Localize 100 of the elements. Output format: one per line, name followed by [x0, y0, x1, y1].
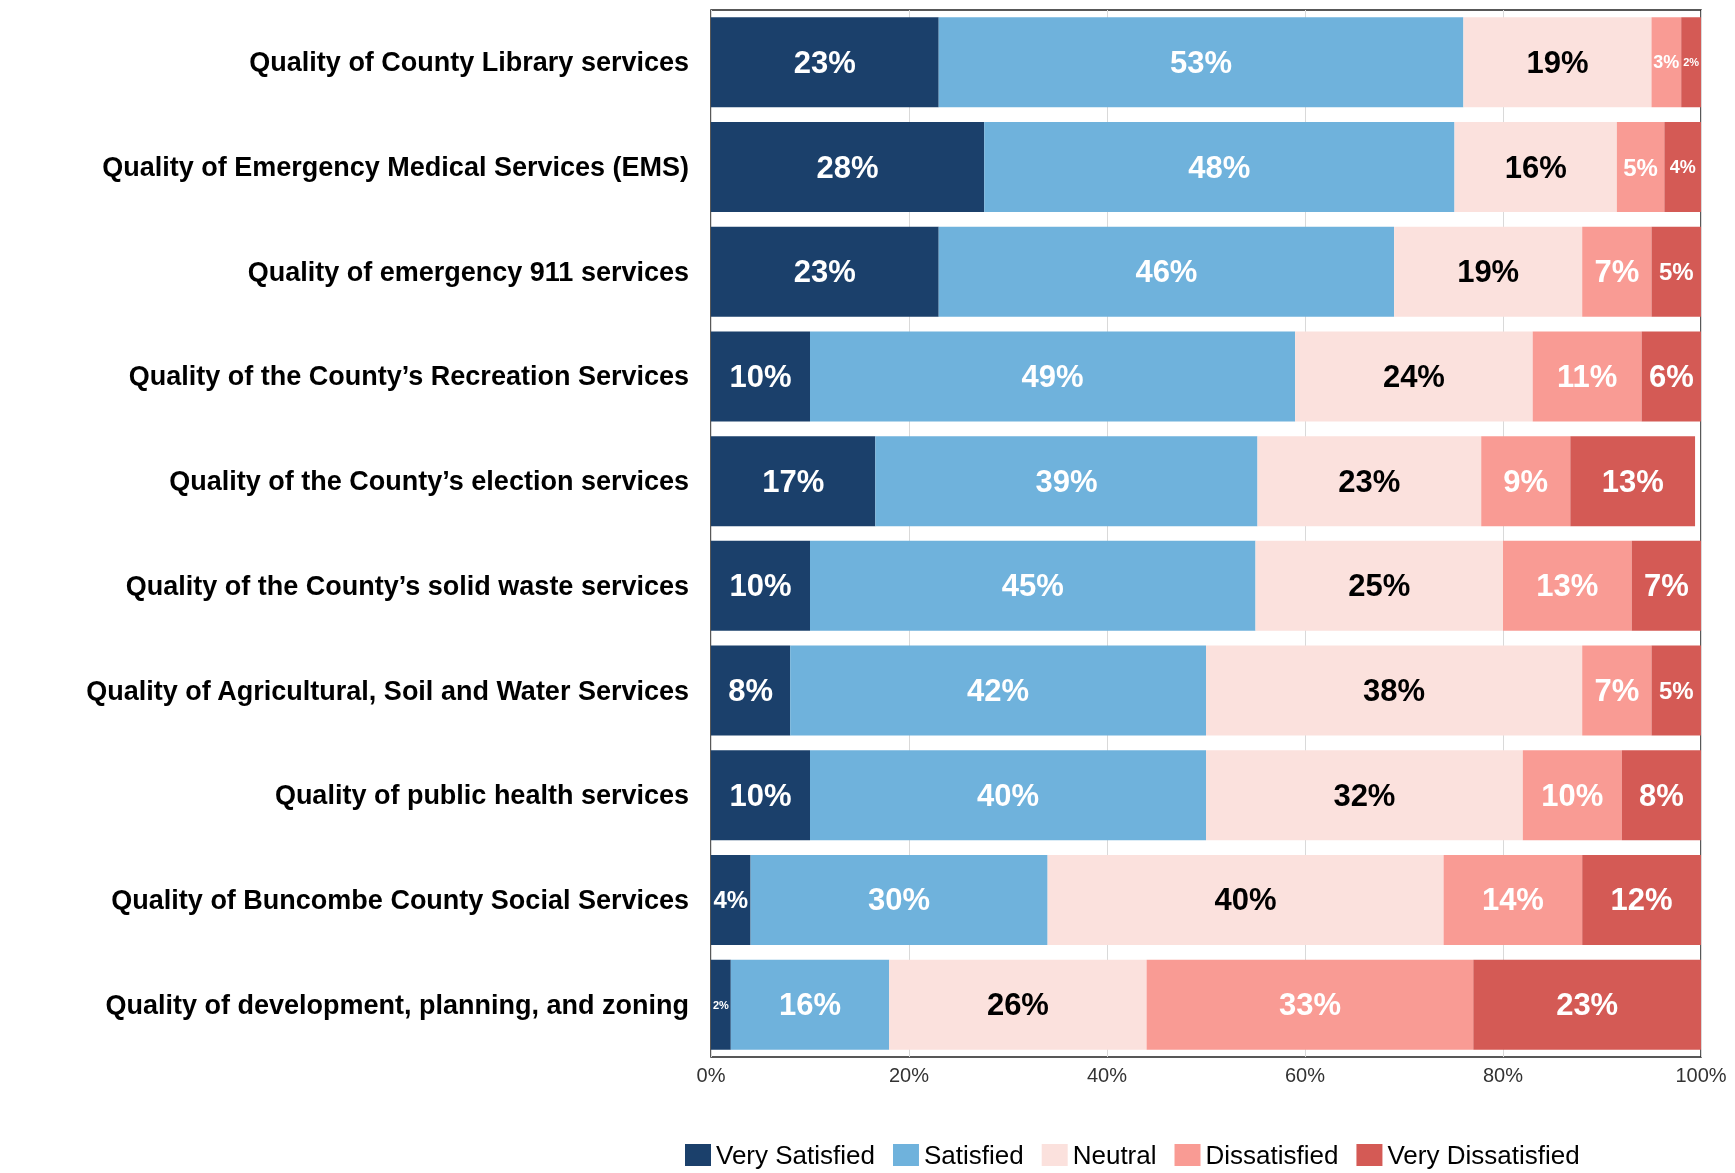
data-label: 4%: [713, 886, 749, 914]
y-tick-label: Quality of Buncombe County Social Services: [111, 884, 689, 915]
bar: [810, 750, 1206, 841]
y-tick-label: Quality of Emergency Medical Services (EMS): [102, 152, 689, 183]
data-label: 49%: [1021, 358, 1084, 394]
bar: [1481, 436, 1571, 527]
x-tick-label: 0%: [696, 1064, 726, 1086]
x-tick-label: 20%: [888, 1064, 930, 1086]
data-label: 39%: [1035, 463, 1098, 499]
bar: [711, 17, 939, 108]
data-label: 46%: [1135, 254, 1198, 290]
data-label: 19%: [1457, 254, 1520, 290]
data-label: 4%: [1669, 157, 1696, 178]
data-label: 42%: [967, 673, 1030, 709]
bar: [875, 436, 1258, 527]
bar: [1681, 17, 1701, 108]
data-label: 5%: [1623, 153, 1658, 181]
x-tick-label: 40%: [1086, 1064, 1128, 1086]
data-label: 7%: [1594, 673, 1640, 709]
data-label: 5%: [1658, 677, 1694, 705]
bar: [1631, 540, 1701, 631]
y-tick-label: Quality of the County’s election services: [169, 466, 689, 497]
bar: [730, 959, 890, 1050]
bar: [750, 854, 1048, 945]
data-label: 2%: [1683, 56, 1700, 69]
bar: [1522, 750, 1622, 841]
data-label: 23%: [1338, 463, 1401, 499]
bar: [1146, 959, 1474, 1050]
bar: [1616, 122, 1665, 213]
bar: [1582, 854, 1701, 945]
bar: [1206, 750, 1523, 841]
y-tick-label: Quality of Agricultural, Soil and Water Services: [86, 675, 689, 706]
data-label: 5%: [1658, 258, 1694, 286]
bar: [1621, 750, 1701, 841]
bar: [1443, 854, 1583, 945]
data-label: 7%: [1643, 568, 1689, 604]
data-label: 13%: [1536, 568, 1599, 604]
legend-label: Very Satisfied: [716, 1140, 875, 1170]
data-label: 23%: [793, 44, 856, 80]
bar: [1257, 436, 1482, 527]
data-label: 25%: [1348, 568, 1411, 604]
data-label: 45%: [1001, 568, 1064, 604]
bar: [711, 331, 810, 422]
bar: [711, 436, 876, 527]
y-tick-label: Quality of the County’s solid waste services: [125, 570, 689, 601]
bar: [984, 122, 1455, 213]
data-label: 10%: [1541, 777, 1604, 813]
bar: [1463, 17, 1652, 108]
data-label: 33%: [1278, 987, 1341, 1023]
bar: [711, 645, 791, 736]
bar: [938, 17, 1464, 108]
data-label: 28%: [816, 149, 879, 185]
legend-label: Dissatisfied: [1205, 1140, 1339, 1170]
data-label: 16%: [1504, 149, 1567, 185]
data-label: 7%: [1594, 254, 1640, 290]
legend-label: Satisfied: [923, 1140, 1024, 1170]
data-label: 12%: [1610, 882, 1673, 918]
data-label: 53%: [1170, 44, 1233, 80]
x-tick-label: 80%: [1482, 1064, 1524, 1086]
data-label: 2%: [712, 998, 730, 1011]
data-label: 26%: [986, 987, 1049, 1023]
data-label: 16%: [778, 987, 842, 1023]
data-label: 23%: [1556, 987, 1619, 1023]
data-label: 8%: [1638, 777, 1684, 813]
data-label: 11%: [1556, 358, 1618, 394]
bar: [1651, 226, 1701, 317]
data-label: 17%: [762, 463, 825, 499]
bar: [1651, 645, 1701, 736]
data-label: 19%: [1526, 44, 1589, 80]
data-label: 10%: [729, 568, 792, 604]
bar: [938, 226, 1395, 317]
y-tick-label: Quality of emergency 911 services: [247, 256, 689, 287]
bar: [1295, 331, 1533, 422]
x-tick-label: 100%: [1675, 1064, 1727, 1086]
bar: [711, 226, 939, 317]
bar: [1454, 122, 1617, 213]
y-tick-label: Quality of the County’s Recreation Services: [128, 361, 689, 392]
data-label: 30%: [868, 882, 931, 918]
data-label: 10%: [729, 777, 792, 813]
data-label: 10%: [729, 358, 792, 394]
bar: [1570, 436, 1696, 527]
data-label: 14%: [1481, 882, 1544, 918]
bar: [1582, 226, 1652, 317]
data-label: 6%: [1648, 358, 1694, 394]
bar: [1255, 540, 1503, 631]
data-label: 38%: [1363, 673, 1426, 709]
bar: [711, 959, 731, 1050]
data-label: 8%: [728, 673, 774, 709]
bar: [711, 122, 985, 213]
bar: [1047, 854, 1444, 945]
data-label: 40%: [976, 777, 1040, 813]
bar: [810, 540, 1256, 631]
bar: [889, 959, 1147, 1050]
data-label: 3%: [1653, 52, 1680, 73]
data-label: 24%: [1382, 358, 1445, 394]
data-label: 48%: [1188, 149, 1251, 185]
bar: [790, 645, 1206, 736]
bar: [1473, 959, 1701, 1050]
x-tick-label: 60%: [1284, 1064, 1326, 1086]
data-label: 32%: [1333, 777, 1396, 813]
